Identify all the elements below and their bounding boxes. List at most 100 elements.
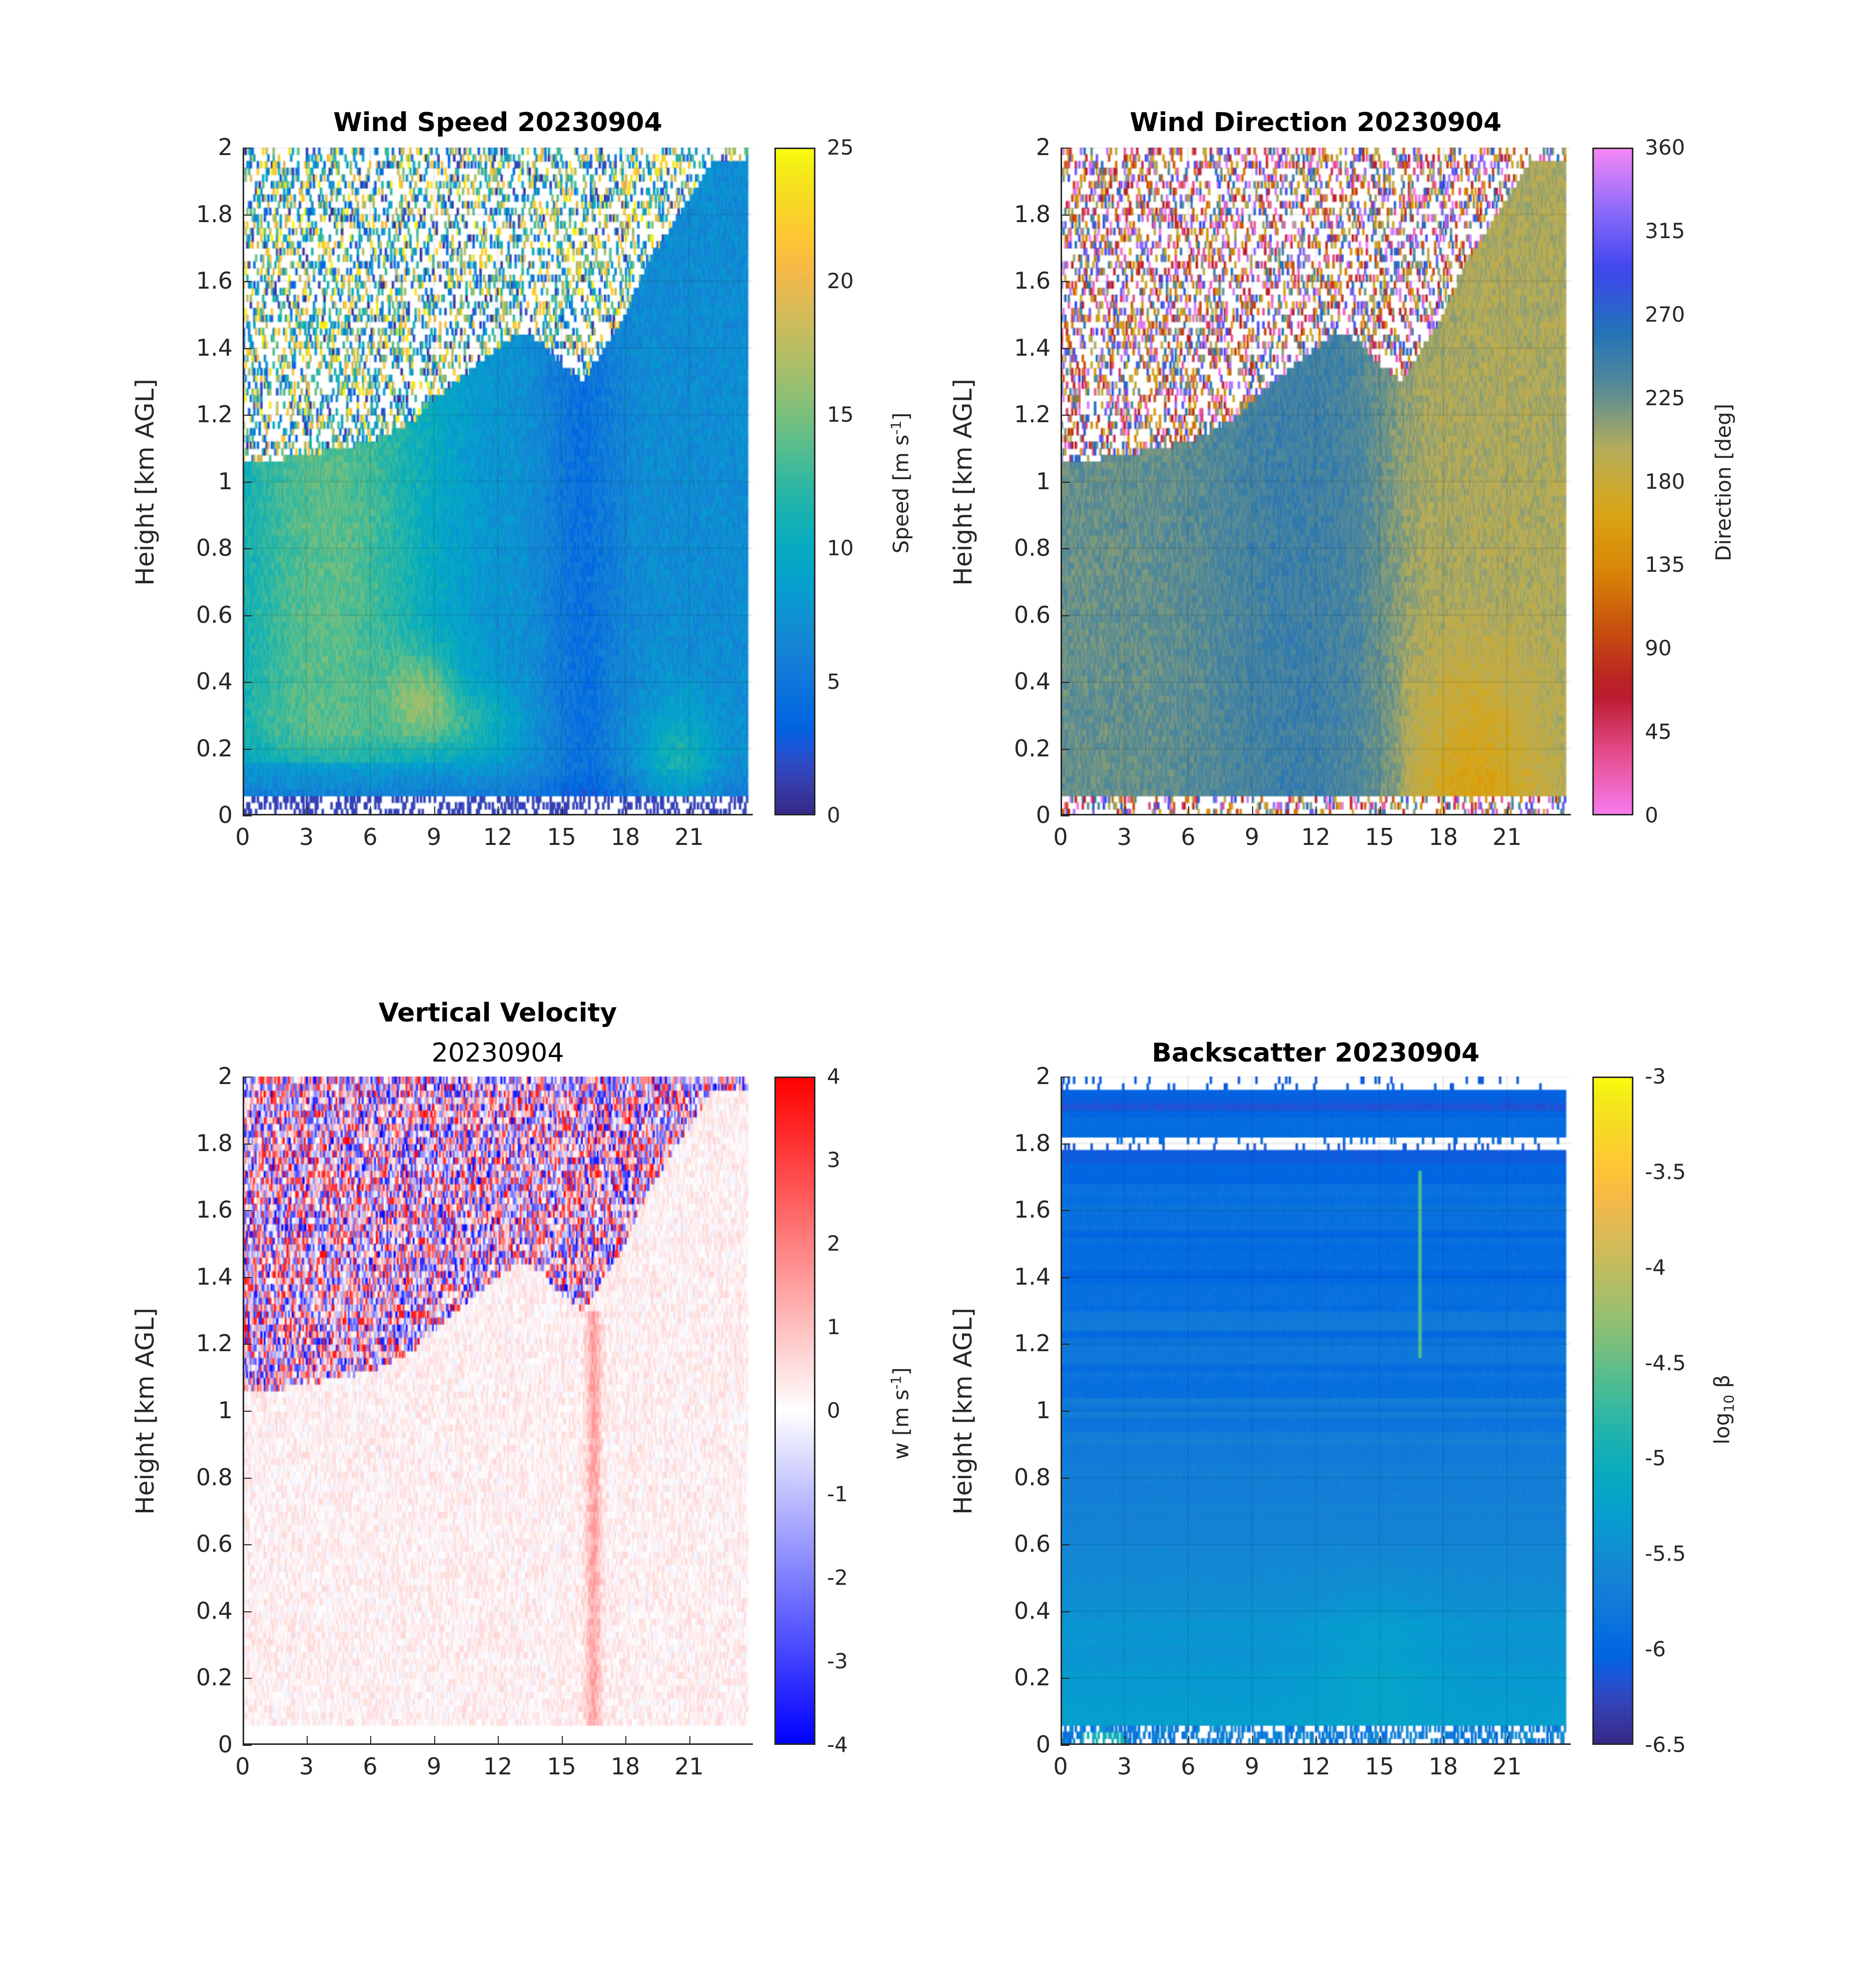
x-tick-mark [370,1736,371,1745]
y-tick-mark [243,281,252,282]
y-tick-mark [243,148,252,149]
y-tick-mark [243,1745,252,1746]
plot-area [1061,148,1571,815]
x-tick-label: 15 [547,1753,576,1780]
y-tick-label: 0.6 [196,601,233,628]
colorbar-tick-label: 135 [1645,552,1685,577]
y-tick-label: 1.2 [196,1330,233,1357]
x-tick-mark [689,806,690,815]
y-tick-label: 0.4 [196,668,233,695]
y-tick-mark [1061,348,1070,349]
y-tick-mark [243,348,252,349]
colorbar-tick-label: -4.5 [1645,1350,1686,1375]
y-tick-mark [243,415,252,416]
x-tick-label: 3 [1117,823,1132,850]
y-tick-label: 0.8 [1014,1463,1051,1491]
colorbar-label-text: log [1709,1412,1734,1445]
x-tick-mark [1124,806,1126,815]
y-tick-mark [1061,1143,1070,1145]
y-tick-mark [1061,1544,1070,1546]
x-tick-label: 15 [1365,1753,1394,1780]
y-tick-mark [243,1611,252,1612]
y-tick-label: 1.8 [1014,1129,1051,1157]
y-tick-mark [243,1477,252,1479]
y-tick-label: 1 [1036,467,1051,495]
colorbar-tick-label: -5 [1645,1446,1666,1471]
y-tick-mark [243,1344,252,1345]
plot-area [243,148,753,815]
colorbar-tick-label: 360 [1645,135,1685,160]
y-tick-label: 0.2 [196,1664,233,1691]
colorbar-label-end: ] [888,1367,913,1376]
x-tick-mark [1252,806,1253,815]
y-tick-mark [1061,281,1070,282]
colorbar-label-text: Speed [m s [888,434,913,554]
x-tick-label: 6 [363,1753,378,1780]
y-tick-mark [1061,615,1070,616]
x-tick-label: 3 [299,823,314,850]
colorbar-label-sup: -1 [887,420,904,435]
colorbar-tick-label: 0 [827,803,840,827]
y-tick-label: 1.2 [196,401,233,428]
x-tick-label: 9 [1244,1753,1260,1780]
x-tick-label: 0 [235,823,250,850]
colorbar-tick-label: 1 [827,1315,840,1339]
x-tick-mark [1443,806,1444,815]
x-tick-mark [1188,1736,1189,1745]
x-tick-mark [434,806,435,815]
plot-area [243,1077,753,1745]
colorbar-tick-label: -3 [1645,1064,1666,1089]
y-tick-label: 1.4 [196,334,233,361]
y-tick-mark [1061,415,1070,416]
x-tick-label: 0 [1053,1753,1068,1780]
x-tick-mark [1379,1736,1381,1745]
y-tick-mark [243,1277,252,1278]
y-tick-label: 0.8 [196,1463,233,1491]
heatmap-image [1061,148,1571,815]
y-tick-label: 1.2 [1014,1330,1051,1357]
x-tick-label: 21 [1492,1753,1522,1780]
y-tick-label: 0.2 [196,734,233,762]
y-tick-mark [243,1143,252,1145]
colorbar [1592,148,1633,815]
x-tick-mark [434,1736,435,1745]
chart-title: Wind Speed 20230904 [333,108,662,138]
x-tick-label: 12 [1301,1753,1331,1780]
colorbar-tick-label: -4 [827,1732,848,1757]
colorbar-tick-label: -6 [1645,1637,1666,1662]
y-tick-mark [1061,214,1070,216]
colorbar-tick-label: 15 [827,402,854,427]
x-tick-label: 18 [610,1753,640,1780]
y-tick-mark [243,1411,252,1412]
y-tick-label: 1.2 [1014,401,1051,428]
x-tick-mark [1316,806,1317,815]
y-tick-label: 0.8 [196,534,233,561]
colorbar-tick-label: 0 [827,1398,840,1423]
x-tick-label: 21 [674,823,704,850]
x-tick-label: 3 [1117,1753,1132,1780]
y-tick-mark [243,815,252,816]
y-tick-mark [1061,1210,1070,1212]
x-tick-mark [1443,1736,1444,1745]
colorbar-label-text: w [m s [888,1389,913,1460]
x-tick-mark [306,806,308,815]
x-tick-label: 12 [483,823,513,850]
chart-subtitle: 20230904 [431,1038,564,1068]
colorbar-tick-label: 4 [827,1064,840,1089]
colorbar-label-end: β [1709,1374,1734,1395]
x-tick-mark [625,1736,626,1745]
colorbar-tick-label: 90 [1645,636,1672,661]
x-tick-label: 21 [674,1753,704,1780]
colorbar-tick-label: -5.5 [1645,1541,1686,1566]
x-tick-label: 9 [426,823,442,850]
y-tick-label: 0 [1036,1731,1051,1758]
colorbar-tick-label: 5 [827,669,840,694]
y-tick-mark [1061,548,1070,549]
x-tick-mark [498,806,499,815]
x-tick-mark [1124,1736,1126,1745]
x-tick-mark [1061,1736,1062,1745]
x-tick-label: 9 [426,1753,442,1780]
x-tick-label: 3 [299,1753,314,1780]
y-tick-mark [243,481,252,483]
colorbar-tick-label: 225 [1645,385,1685,410]
